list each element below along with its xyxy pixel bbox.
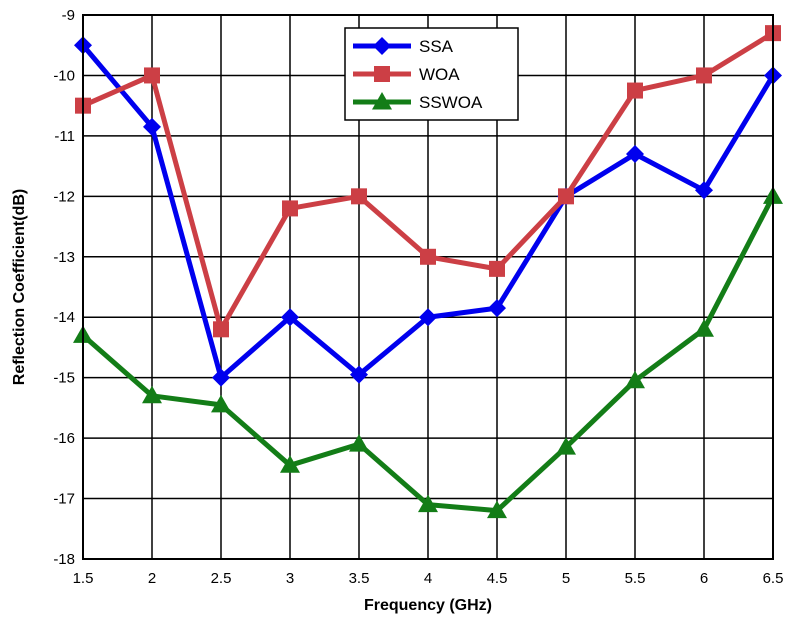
x-tick-label: 6 bbox=[700, 570, 708, 587]
data-point-sswoa bbox=[556, 437, 576, 455]
x-tick-label: 4 bbox=[424, 570, 432, 587]
x-tick-label: 5.5 bbox=[625, 570, 646, 587]
plot-frame bbox=[82, 14, 774, 560]
data-point-sswoa bbox=[625, 370, 645, 389]
data-point-sswoa bbox=[694, 319, 714, 337]
data-point-woa bbox=[489, 260, 505, 277]
x-tick-labels: 1.5 2 2.5 3 3.5 4 4.5 5 5.5 6 6.5 bbox=[73, 570, 784, 587]
data-point-ssa bbox=[626, 145, 644, 164]
series-sswoa bbox=[73, 186, 783, 519]
x-tick-label: 4.5 bbox=[487, 570, 508, 587]
y-tick-label: -10 bbox=[53, 67, 75, 84]
data-point-woa bbox=[420, 248, 436, 265]
data-point-ssa bbox=[143, 117, 161, 136]
y-tick-label: -15 bbox=[53, 370, 75, 387]
y-tick-label: -14 bbox=[53, 309, 75, 326]
series-group bbox=[73, 25, 783, 519]
legend-item-ssa: SSA bbox=[353, 37, 454, 56]
legend-marker-ssa bbox=[373, 37, 391, 55]
y-tick-label: -17 bbox=[53, 491, 75, 508]
legend-label-ssa: SSA bbox=[419, 37, 454, 56]
data-point-ssa bbox=[281, 308, 299, 327]
data-point-sswoa bbox=[211, 394, 231, 413]
data-point-sswoa bbox=[349, 434, 369, 452]
y-tick-label: -18 bbox=[53, 551, 75, 568]
legend-item-woa: WOA bbox=[353, 65, 460, 84]
legend-label-woa: WOA bbox=[419, 65, 460, 84]
data-point-woa bbox=[282, 200, 298, 217]
x-tick-label: 5 bbox=[562, 570, 570, 587]
x-tick-label: 6.5 bbox=[763, 570, 784, 587]
y-axis-label: Reflection Coefficient(dB) bbox=[11, 189, 28, 385]
y-tick-label: -12 bbox=[53, 188, 75, 205]
data-point-ssa bbox=[419, 308, 437, 327]
data-point-sswoa bbox=[418, 494, 438, 513]
data-point-ssa bbox=[695, 181, 713, 200]
y-tick-label: -16 bbox=[53, 430, 75, 447]
legend-item-sswoa: SSWOA bbox=[353, 92, 483, 112]
x-tick-label: 3 bbox=[286, 570, 294, 587]
x-tick-label: 1.5 bbox=[73, 570, 94, 587]
y-tick-label: -9 bbox=[62, 7, 75, 24]
y-tick-labels: -9 -10 -11 -12 -13 -14 -15 -16 -17 -18 bbox=[53, 7, 75, 568]
x-axis-label: Frequency (GHz) bbox=[364, 597, 492, 614]
x-tick-label: 2 bbox=[148, 570, 156, 587]
data-point-woa bbox=[213, 321, 229, 338]
x-tick-label: 2.5 bbox=[211, 570, 232, 587]
data-point-woa bbox=[351, 188, 367, 205]
x-tick-label: 3.5 bbox=[349, 570, 370, 587]
data-point-woa bbox=[144, 67, 160, 84]
legend: SSA WOA SSWOA bbox=[344, 27, 519, 121]
data-point-ssa bbox=[488, 299, 506, 318]
y-tick-label: -13 bbox=[53, 249, 75, 266]
data-point-sswoa bbox=[142, 385, 162, 404]
data-point-woa bbox=[558, 188, 574, 205]
data-point-ssa bbox=[212, 368, 230, 387]
data-point-woa bbox=[627, 82, 643, 99]
legend-label-sswoa: SSWOA bbox=[419, 93, 483, 112]
data-point-ssa bbox=[350, 365, 368, 384]
data-point-sswoa bbox=[487, 500, 507, 519]
y-tick-label: -11 bbox=[54, 128, 75, 145]
legend-marker-woa bbox=[374, 66, 390, 82]
legend-marker-sswoa bbox=[372, 92, 392, 110]
data-point-sswoa bbox=[280, 455, 300, 473]
data-point-woa bbox=[696, 67, 712, 84]
